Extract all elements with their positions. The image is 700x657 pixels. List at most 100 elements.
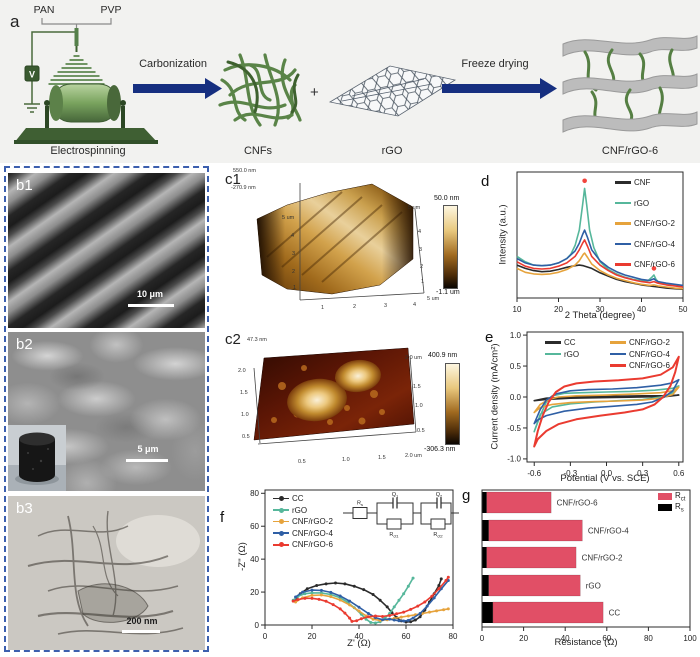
d-y-axis-label: Intensity (a.u.) bbox=[497, 204, 509, 265]
c1-colorbar-max: 50.0 nm bbox=[434, 195, 460, 202]
legend-swatch bbox=[545, 341, 561, 344]
panel-b2-sem-image: b2 5 μm bbox=[8, 332, 205, 491]
bar-category-label: CNF/rGO-4 bbox=[588, 527, 629, 536]
f-plot: 0 20 40 60 80 0 20 40 60 80 bbox=[250, 489, 458, 641]
panel-a-schematic: a PAN PVP Carbonization Freeze drying El… bbox=[0, 0, 700, 163]
svg-text:10: 10 bbox=[513, 305, 522, 314]
c1-right-tick: 1 bbox=[421, 279, 425, 285]
c2-right-tick: 1.0 bbox=[415, 403, 423, 409]
c1-left-tick: 5 um bbox=[282, 215, 295, 221]
carbonization-arrow bbox=[133, 78, 222, 99]
legend-item: Rs bbox=[658, 502, 684, 513]
c1-right-tick: 2 bbox=[420, 264, 424, 270]
c2-bottom-tick: 2.0 um bbox=[405, 453, 422, 459]
legend-item: Rct bbox=[658, 491, 685, 503]
panel-f-nyquist-chart: f -Z'' (Ω) Z' (Ω) 0 20 40 60 80 0 20 40 60 80 CC r… bbox=[215, 487, 467, 655]
c2-right-tick: 2.0 um bbox=[405, 355, 422, 361]
legend-swatch bbox=[610, 364, 626, 367]
circuit-q1-label: Q1 bbox=[392, 492, 399, 499]
svg-text:80: 80 bbox=[644, 634, 653, 643]
c2-right-tick: 1.5 bbox=[413, 384, 421, 390]
composite-drawing bbox=[562, 35, 698, 133]
legend-item: rGO bbox=[545, 350, 579, 359]
c2-left-tick: 1.5 bbox=[240, 390, 248, 396]
g-x-axis-label: Resistance (Ω) bbox=[554, 637, 618, 648]
legend-item: CNF/rGO-4 bbox=[273, 529, 333, 538]
svg-text:-1.0: -1.0 bbox=[507, 455, 521, 464]
legend-item: CNF/rGO-2 bbox=[273, 517, 333, 526]
svg-text:40: 40 bbox=[561, 634, 570, 643]
legend-swatch bbox=[610, 352, 626, 356]
c2-right-tick: 0.5 bbox=[417, 428, 425, 434]
b2-scale-text: 5 μm bbox=[137, 444, 159, 454]
svg-text:-0.6: -0.6 bbox=[527, 469, 541, 478]
e-y-axis-label: Current density (mA/cm²) bbox=[489, 343, 501, 450]
circuit-rct1-label: Rct1 bbox=[389, 532, 399, 539]
c1-afm-surface bbox=[256, 183, 425, 301]
svg-text:-0.5: -0.5 bbox=[507, 424, 521, 433]
drum-collector bbox=[14, 83, 158, 144]
panel-b2-label: b2 bbox=[16, 336, 33, 353]
bar-category-label: CNF/rGO-6 bbox=[557, 499, 598, 508]
schematic-drawing: V bbox=[14, 18, 698, 144]
legend-swatch bbox=[615, 181, 631, 184]
freeze-drying-arrow bbox=[442, 78, 557, 99]
product-label: CNF/rGO-6 bbox=[601, 145, 659, 157]
legend-swatch bbox=[615, 201, 631, 205]
cnfs-drawing bbox=[218, 53, 302, 127]
c2-bottom-tick: 1.5 bbox=[378, 455, 386, 461]
f-y-axis-label: -Z'' (Ω) bbox=[237, 542, 248, 571]
legend-swatch bbox=[273, 507, 289, 513]
c1-left-tick: 1 bbox=[293, 285, 297, 291]
c2-colorbar bbox=[445, 363, 460, 445]
panel-b3-tem-image: b3 200 nm bbox=[8, 496, 205, 650]
e-plot: -0.6 -0.3 0.0 0.3 0.6 -1.0 -0.5 0.0 0.5 1.0 bbox=[507, 331, 685, 478]
legend-item: CNF/rGO-6 bbox=[615, 260, 675, 269]
svg-text:40: 40 bbox=[250, 555, 259, 564]
d-x-axis-label: 2 Theta (degree) bbox=[564, 310, 636, 321]
legend-swatch bbox=[658, 493, 672, 501]
legend-swatch bbox=[615, 263, 631, 266]
panel-c2-label: c2 bbox=[225, 331, 241, 348]
rgo-drawing bbox=[328, 65, 457, 117]
panel-f-label: f bbox=[220, 509, 225, 526]
c1-right-tick: 5 um bbox=[408, 205, 421, 211]
legend-item: CNF/rGO-2 bbox=[615, 219, 675, 228]
carbonization-label: Carbonization bbox=[139, 58, 207, 70]
g-plot: 0 20 40 60 80 100 CNF/rGO-6 CNF/rGO-4 CNF/rGO-2 r… bbox=[480, 489, 697, 643]
c1-bottom-tick: 5 um bbox=[427, 296, 440, 302]
electrospinning-jet-cone bbox=[48, 55, 105, 85]
svg-text:20: 20 bbox=[308, 632, 317, 641]
f-x-axis-label: Z' (Ω) bbox=[347, 638, 371, 649]
panel-g-resistance-chart: g Resistance (Ω) 0 20 40 60 80 100 CNF/rGO-6 CN… bbox=[462, 487, 700, 655]
d-plot: 10 20 30 40 50 bbox=[513, 171, 688, 314]
svg-text:60: 60 bbox=[602, 634, 611, 643]
panel-c1-afm: c1 550.0 nm -270.9 nm bbox=[212, 167, 462, 328]
panel-c1-label: c1 bbox=[225, 171, 241, 188]
panel-g-label: g bbox=[462, 487, 471, 504]
svg-text:0.0: 0.0 bbox=[510, 393, 522, 402]
svg-text:20: 20 bbox=[250, 588, 259, 597]
legend-item: CC bbox=[545, 338, 576, 347]
legend-item: CNF/rGO-6 bbox=[610, 361, 670, 370]
panel-b3-label: b3 bbox=[16, 500, 33, 517]
b2-photo-inset bbox=[8, 425, 66, 491]
svg-text:50: 50 bbox=[679, 305, 688, 314]
rgo-label: rGO bbox=[381, 145, 403, 157]
bar-category-label: rGO bbox=[586, 582, 601, 591]
svg-text:30: 30 bbox=[596, 305, 605, 314]
c1-colorbar bbox=[443, 205, 458, 289]
c1-bottom-tick: 2 bbox=[353, 304, 357, 310]
c2-colorbar-min: -306.3 nm bbox=[424, 446, 456, 453]
c2-bottom-tick: 0.5 bbox=[298, 459, 306, 465]
panel-e-cv-chart: e Current density (mA/cm²) Potential (V … bbox=[437, 325, 700, 487]
legend-item: CNF/rGO-2 bbox=[610, 338, 670, 347]
bar-category-label: CC bbox=[609, 609, 621, 618]
panel-b1-sem-image: b1 10 μm bbox=[8, 173, 205, 328]
c2-bottom-tick: 1.0 bbox=[342, 457, 350, 463]
c1-bottom-tick: 4 bbox=[413, 302, 417, 308]
circuit-wires bbox=[24, 31, 75, 113]
b3-scale-bar bbox=[122, 630, 160, 633]
legend-item: rGO bbox=[615, 199, 649, 208]
